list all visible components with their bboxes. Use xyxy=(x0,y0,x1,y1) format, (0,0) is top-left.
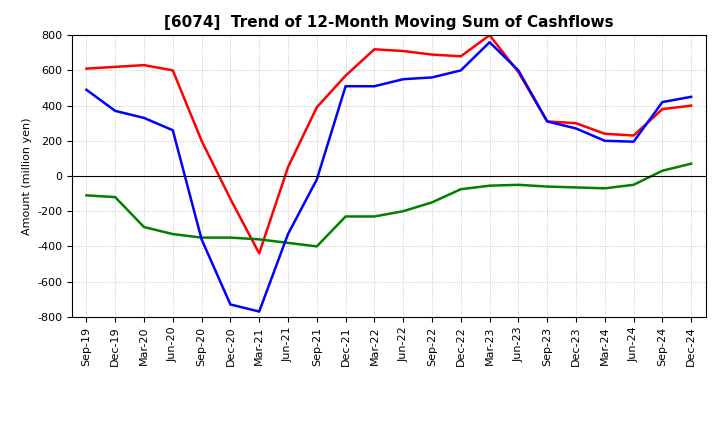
Operating Cashflow xyxy=(341,73,350,78)
Free Cashflow xyxy=(658,99,667,105)
Investing Cashflow xyxy=(456,187,465,192)
Operating Cashflow xyxy=(111,64,120,70)
Free Cashflow xyxy=(456,68,465,73)
Free Cashflow xyxy=(82,87,91,92)
Operating Cashflow xyxy=(399,48,408,54)
Line: Operating Cashflow: Operating Cashflow xyxy=(86,35,691,253)
Operating Cashflow xyxy=(82,66,91,71)
Free Cashflow xyxy=(226,302,235,307)
Operating Cashflow xyxy=(168,68,177,73)
Title: [6074]  Trend of 12-Month Moving Sum of Cashflows: [6074] Trend of 12-Month Moving Sum of C… xyxy=(164,15,613,30)
Free Cashflow xyxy=(543,119,552,124)
Operating Cashflow xyxy=(514,70,523,75)
Free Cashflow xyxy=(687,94,696,99)
Operating Cashflow xyxy=(629,133,638,138)
Operating Cashflow xyxy=(140,62,148,68)
Operating Cashflow xyxy=(428,52,436,57)
Free Cashflow xyxy=(572,126,580,131)
Operating Cashflow xyxy=(255,251,264,256)
Y-axis label: Amount (million yen): Amount (million yen) xyxy=(22,117,32,235)
Free Cashflow xyxy=(312,177,321,182)
Line: Investing Cashflow: Investing Cashflow xyxy=(86,164,691,246)
Investing Cashflow xyxy=(140,224,148,230)
Operating Cashflow xyxy=(658,106,667,112)
Free Cashflow xyxy=(341,84,350,89)
Investing Cashflow xyxy=(543,184,552,189)
Investing Cashflow xyxy=(82,193,91,198)
Investing Cashflow xyxy=(428,200,436,205)
Operating Cashflow xyxy=(456,54,465,59)
Investing Cashflow xyxy=(629,182,638,187)
Free Cashflow xyxy=(485,40,494,45)
Free Cashflow xyxy=(629,139,638,144)
Investing Cashflow xyxy=(197,235,206,240)
Free Cashflow xyxy=(255,309,264,314)
Investing Cashflow xyxy=(370,214,379,219)
Operating Cashflow xyxy=(284,165,292,170)
Free Cashflow xyxy=(197,237,206,242)
Investing Cashflow xyxy=(572,185,580,190)
Investing Cashflow xyxy=(485,183,494,188)
Operating Cashflow xyxy=(370,47,379,52)
Investing Cashflow xyxy=(168,231,177,237)
Investing Cashflow xyxy=(399,209,408,214)
Free Cashflow xyxy=(399,77,408,82)
Operating Cashflow xyxy=(485,33,494,38)
Line: Free Cashflow: Free Cashflow xyxy=(86,42,691,312)
Investing Cashflow xyxy=(514,182,523,187)
Investing Cashflow xyxy=(600,186,609,191)
Free Cashflow xyxy=(168,128,177,133)
Free Cashflow xyxy=(284,231,292,237)
Investing Cashflow xyxy=(341,214,350,219)
Investing Cashflow xyxy=(111,194,120,200)
Operating Cashflow xyxy=(312,105,321,110)
Operating Cashflow xyxy=(572,121,580,126)
Investing Cashflow xyxy=(658,168,667,173)
Investing Cashflow xyxy=(284,240,292,246)
Operating Cashflow xyxy=(197,138,206,143)
Free Cashflow xyxy=(514,68,523,73)
Free Cashflow xyxy=(140,115,148,121)
Investing Cashflow xyxy=(255,237,264,242)
Operating Cashflow xyxy=(226,196,235,202)
Investing Cashflow xyxy=(226,235,235,240)
Free Cashflow xyxy=(111,108,120,114)
Free Cashflow xyxy=(600,138,609,143)
Operating Cashflow xyxy=(687,103,696,108)
Operating Cashflow xyxy=(543,119,552,124)
Operating Cashflow xyxy=(600,131,609,136)
Free Cashflow xyxy=(370,84,379,89)
Investing Cashflow xyxy=(687,161,696,166)
Investing Cashflow xyxy=(312,244,321,249)
Free Cashflow xyxy=(428,75,436,80)
